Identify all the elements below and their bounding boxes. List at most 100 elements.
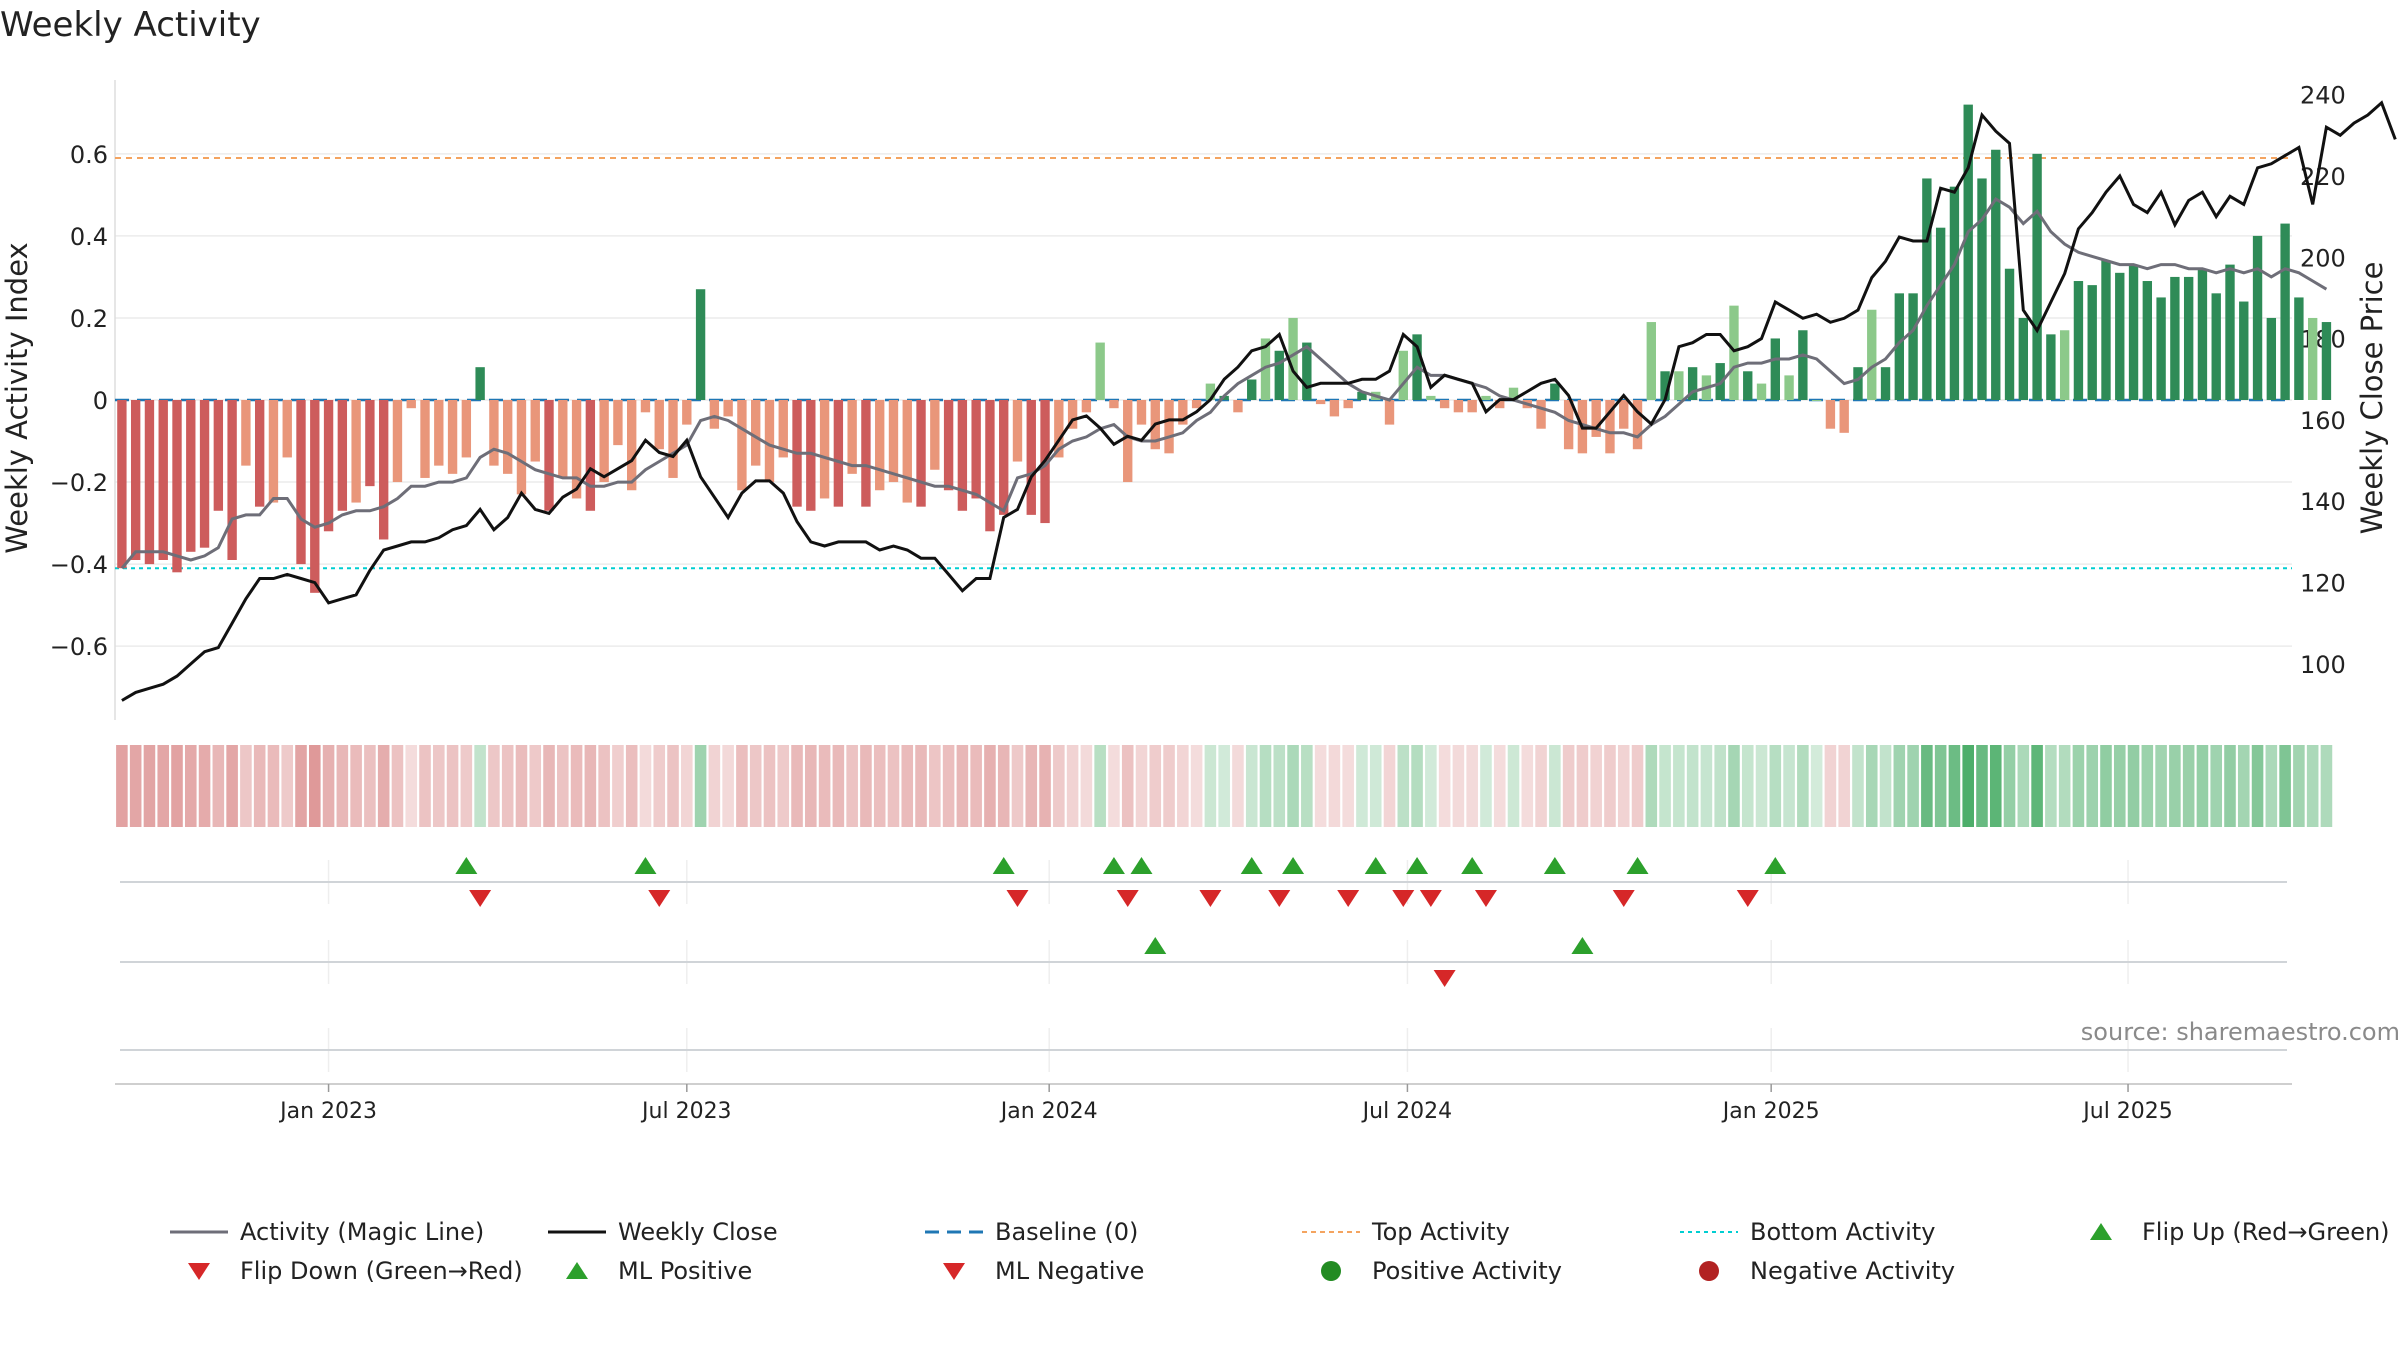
activity-bar <box>282 400 292 458</box>
heat-cell <box>1025 745 1038 827</box>
activity-bar <box>1536 400 1546 429</box>
y2-tick-label: 200 <box>2300 244 2346 272</box>
up-marker <box>1571 937 1594 954</box>
heat-cell <box>1617 745 1630 827</box>
legend-swatch <box>188 1263 210 1280</box>
x-tick-label: Jul 2023 <box>640 1099 732 1124</box>
heat-cell <box>846 745 858 827</box>
activity-bar <box>434 400 444 466</box>
activity-bar <box>1054 400 1064 458</box>
activity-bar <box>806 400 816 511</box>
activity-bar <box>1426 395 1436 400</box>
activity-bar <box>1481 395 1491 400</box>
down-marker <box>1433 970 1456 987</box>
heat-cell <box>364 745 376 827</box>
heat-cell <box>2127 745 2140 827</box>
activity-bar <box>296 400 306 565</box>
heat-cell <box>543 745 555 827</box>
heat-cell <box>1383 745 1396 827</box>
heat-cell <box>667 745 679 827</box>
heat-cell <box>116 745 128 827</box>
heat-cell <box>1907 745 1919 827</box>
magic-line <box>120 196 2328 570</box>
activity-bar <box>489 400 499 466</box>
activity-bar <box>819 400 830 499</box>
heat-cell <box>1493 745 1506 827</box>
activity-bar <box>1674 371 1684 400</box>
heat-cell <box>2031 745 2043 827</box>
y-tick-label: −0.4 <box>50 551 108 579</box>
legend-item-flip-down: Flip Down (Green→Red) <box>188 1257 523 1285</box>
heat-cell <box>2251 745 2264 827</box>
heat-cell <box>1755 745 1768 827</box>
heat-cell <box>1852 745 1864 827</box>
heat-cell <box>1824 745 1837 827</box>
down-marker <box>1474 890 1497 907</box>
activity-bar <box>1439 400 1450 409</box>
activity-bar <box>916 400 926 507</box>
up-marker <box>455 857 478 874</box>
heat-cell <box>1590 745 1602 827</box>
heat-cell <box>184 745 197 827</box>
activity-bar <box>2004 268 2015 400</box>
activity-bar <box>1687 367 1698 400</box>
activity-bar <box>1288 317 1298 400</box>
heat-cell <box>915 745 927 827</box>
activity-bar <box>1302 342 1312 400</box>
heat-cell <box>956 745 969 827</box>
heat-cell <box>2306 745 2319 827</box>
activity-bar <box>1646 322 1656 400</box>
up-marker <box>1626 857 1649 874</box>
heat-cell <box>818 745 831 827</box>
activity-bar <box>544 400 554 511</box>
activity-bar <box>172 400 182 573</box>
legend-label: Weekly Close <box>618 1218 778 1246</box>
activity-bar <box>778 400 788 458</box>
heat-cell <box>1135 745 1148 827</box>
activity-bar <box>158 400 168 560</box>
activity-bar <box>1384 400 1395 425</box>
activity-bar <box>1357 391 1367 400</box>
source-label: source: sharemaestro.com <box>2081 1018 2400 1046</box>
activity-bar <box>737 400 747 491</box>
activity-bar <box>117 400 127 569</box>
heat-cell <box>1438 745 1451 827</box>
heat-cell <box>598 745 610 827</box>
activity-bar <box>337 400 348 511</box>
heat-cell <box>460 745 473 827</box>
activity-bar <box>2321 322 2332 400</box>
up-marker <box>634 857 657 874</box>
heat-cell <box>1039 745 1051 827</box>
heat-cell <box>1879 745 1892 827</box>
heat-cell <box>1645 745 1658 827</box>
heat-cell <box>901 745 914 827</box>
activity-bar <box>1867 309 1877 400</box>
activity-bar <box>1839 400 1849 433</box>
activity-bar <box>2307 317 2318 400</box>
heat-cell <box>639 745 652 827</box>
up-marker <box>1461 857 1484 874</box>
activity-bar <box>1315 400 1326 405</box>
activity-bar <box>1508 387 1519 400</box>
activity-bar <box>420 400 430 478</box>
heat-cell <box>557 745 569 827</box>
activity-bar <box>1026 400 1036 515</box>
heat-cell <box>1521 745 1534 827</box>
activity-bar <box>530 400 540 462</box>
heat-cell <box>625 745 638 827</box>
heat-cell <box>1177 745 1189 827</box>
heat-cell <box>653 745 666 827</box>
heat-cell <box>171 745 183 827</box>
heat-cell <box>2265 745 2278 827</box>
heat-cell <box>805 745 817 827</box>
heat-cell <box>1094 745 1106 827</box>
heat-cell <box>791 745 803 827</box>
y2-tick-label: 240 <box>2300 82 2346 110</box>
legend-label: Top Activity <box>1371 1218 1510 1246</box>
heat-cell <box>2155 745 2167 827</box>
y-tick-label: −0.2 <box>50 469 108 497</box>
activity-bar <box>1798 330 1808 400</box>
activity-bar <box>447 400 458 474</box>
legend-label: Flip Down (Green→Red) <box>240 1257 523 1285</box>
activity-bar <box>1770 338 1780 400</box>
